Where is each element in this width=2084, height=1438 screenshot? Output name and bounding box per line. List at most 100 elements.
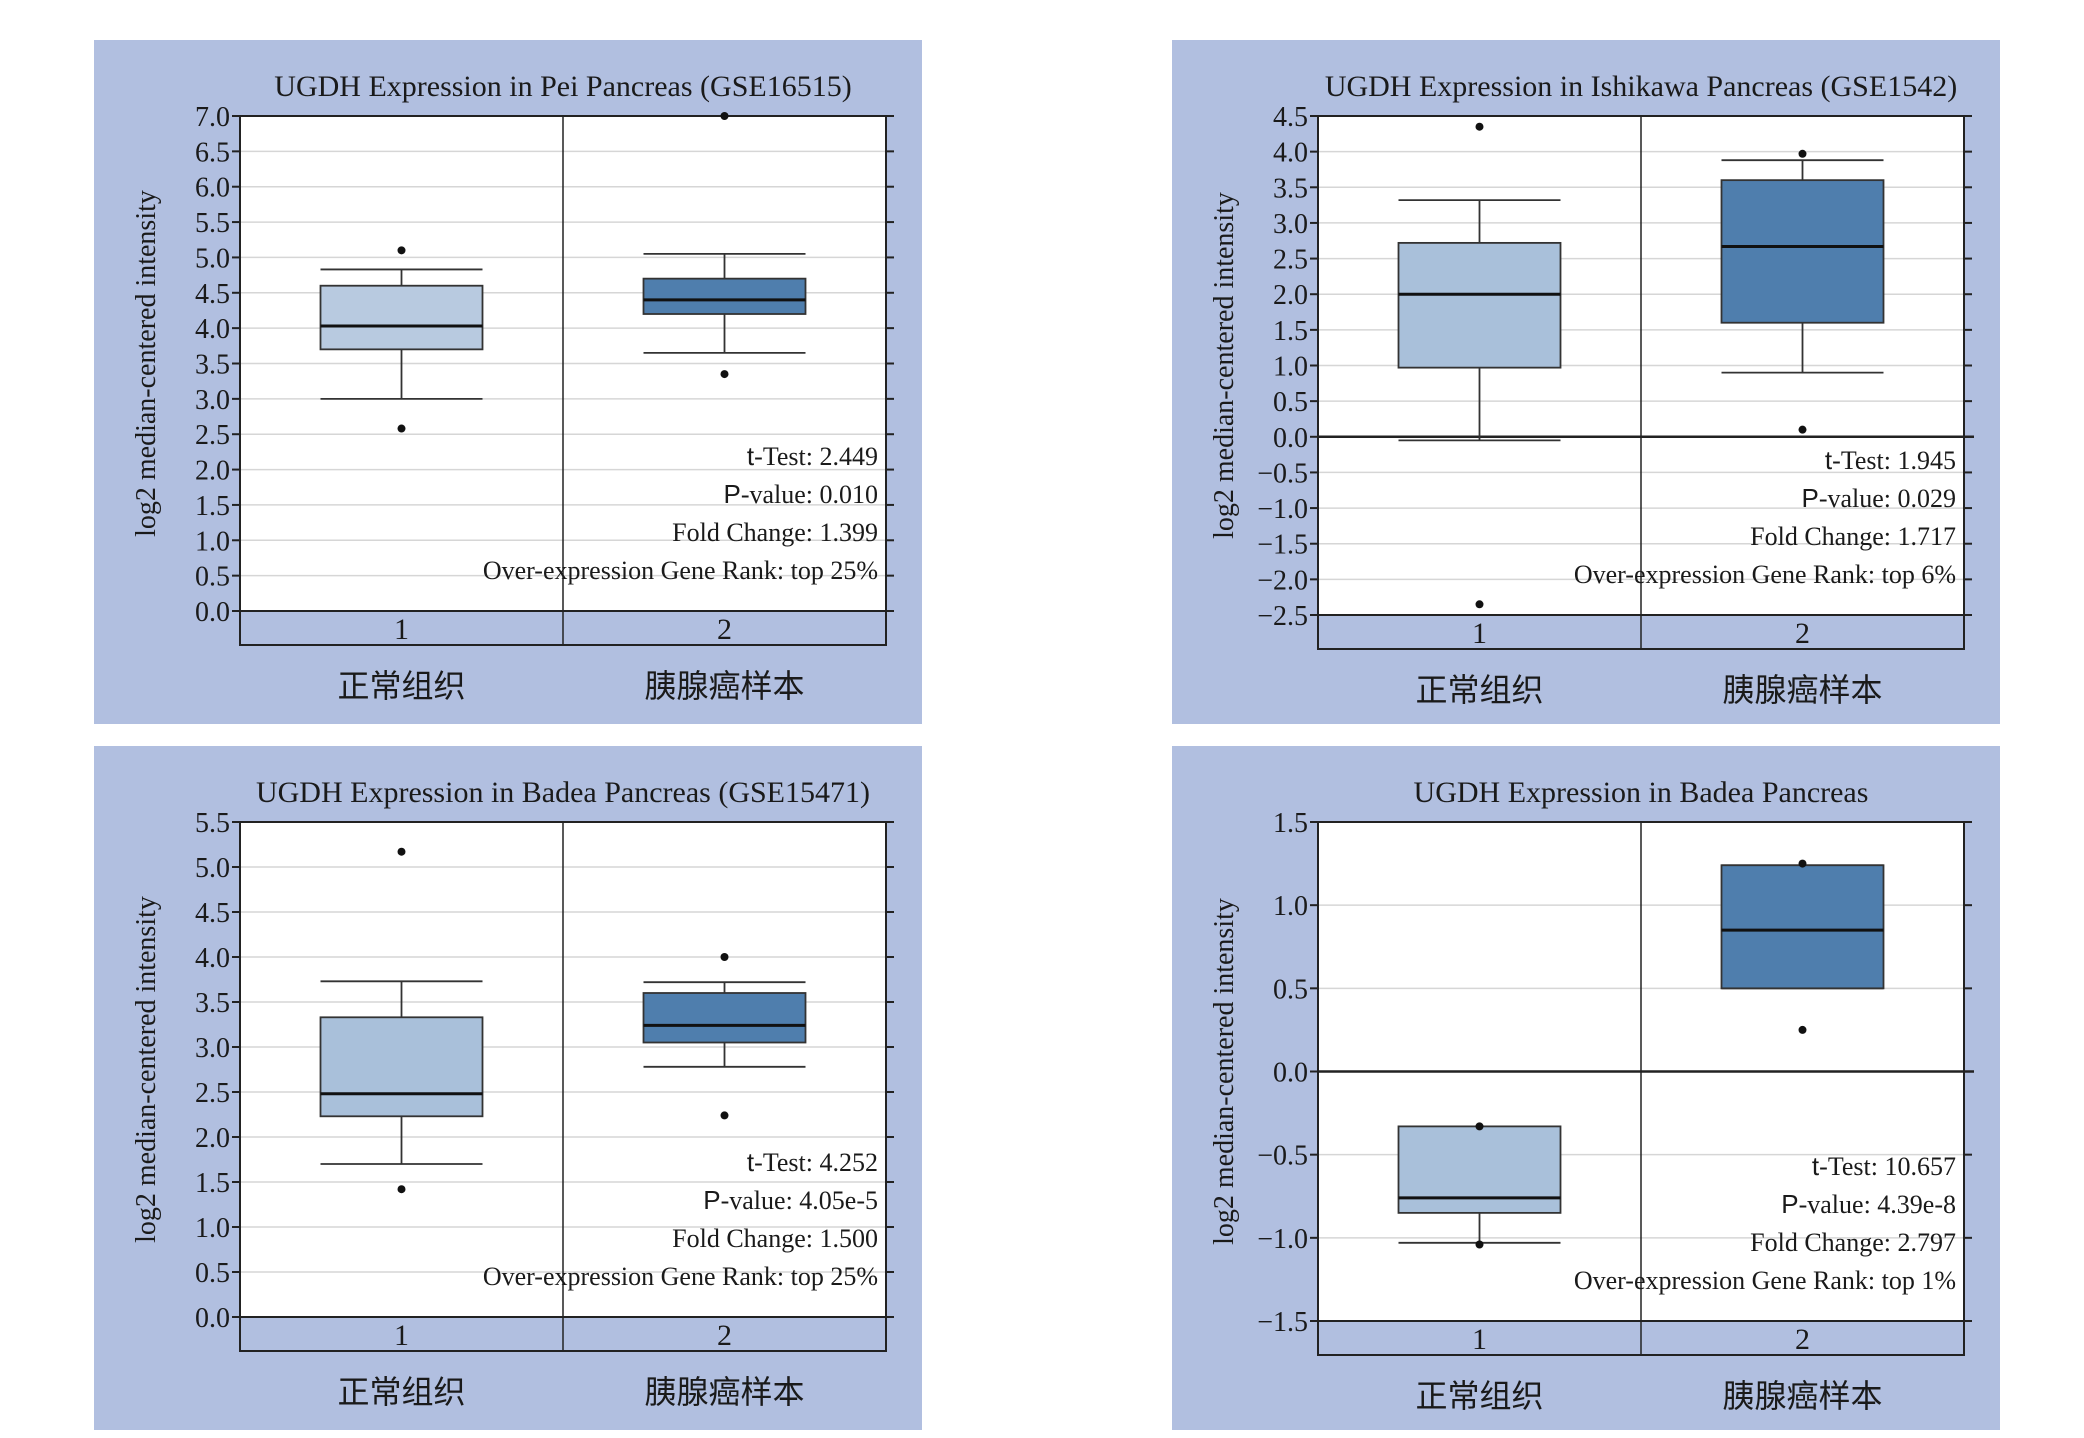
outlier-point xyxy=(720,953,729,961)
stat-line: P-value: 4.05e-5 xyxy=(703,1185,878,1215)
y-tick-label: 4.0 xyxy=(195,943,230,974)
box-group-1 xyxy=(319,246,484,433)
category-label: 正常组织 xyxy=(1415,671,1543,709)
stat-key: t xyxy=(747,441,755,471)
y-tick-label: 4.5 xyxy=(195,279,230,310)
y-tick-label: 0.5 xyxy=(1273,387,1308,418)
y-tick-label: 1.5 xyxy=(1273,316,1308,347)
outlier-point xyxy=(1475,122,1484,131)
stat-key: t xyxy=(747,1147,755,1177)
stat-value: -Test: 2.449 xyxy=(754,442,878,471)
stat-value: -value: 4.05e-5 xyxy=(721,1186,878,1215)
stat-value: Fold Change: 2.797 xyxy=(1750,1228,1956,1257)
y-tick-label: 1.0 xyxy=(1273,891,1308,922)
category-label: 胰腺癌样本 xyxy=(1722,671,1882,709)
y-tick-label: 0.5 xyxy=(1273,974,1308,1005)
y-tick-label: 1.0 xyxy=(1273,352,1308,383)
stat-line: t-Test: 4.252 xyxy=(747,1147,878,1177)
stat-line: Fold Change: 1.717 xyxy=(1750,522,1956,551)
y-tick-label: 2.0 xyxy=(195,1123,230,1154)
y-tick-label: 3.0 xyxy=(1273,209,1308,240)
box-group-1 xyxy=(1397,1122,1562,1249)
box-iqr xyxy=(642,992,807,1044)
stat-line: Over-expression Gene Rank: top 6% xyxy=(1574,560,1956,589)
outlier-point xyxy=(397,847,406,856)
chart-title: UGDH Expression in Pei Pancreas (GSE1651… xyxy=(274,70,851,103)
y-tick-label: −0.5 xyxy=(1257,458,1308,489)
stat-key: P xyxy=(723,479,740,509)
y-tick-label: 2.0 xyxy=(1273,280,1308,311)
y-axis-label: log2 median-centered intensity xyxy=(131,896,162,1243)
group-number: 2 xyxy=(1795,1323,1810,1356)
stat-value: Over-expression Gene Rank: top 25% xyxy=(483,556,878,585)
y-tick-label: 7.0 xyxy=(195,102,230,133)
y-tick-label: −1.5 xyxy=(1257,1307,1308,1338)
outlier-point xyxy=(1798,1025,1807,1034)
y-tick-label: 4.5 xyxy=(195,898,230,929)
y-tick-label: 2.5 xyxy=(195,420,230,451)
y-tick-label: 0.0 xyxy=(1273,423,1308,454)
y-tick-label: −2.5 xyxy=(1257,601,1308,632)
y-tick-label: 2.5 xyxy=(195,1078,230,1109)
y-tick-label: 5.5 xyxy=(195,808,230,839)
chart-title: UGDH Expression in Ishikawa Pancreas (GS… xyxy=(1325,70,1957,103)
y-tick-label: −0.5 xyxy=(1257,1141,1308,1172)
y-tick-label: 3.0 xyxy=(195,1033,230,1064)
stat-line: t-Test: 10.657 xyxy=(1812,1151,1956,1181)
y-tick-label: 0.0 xyxy=(195,597,230,628)
box-iqr xyxy=(319,1016,484,1118)
outlier-point xyxy=(397,1185,406,1194)
y-tick-label: 0.5 xyxy=(195,562,230,593)
y-tick-label: 2.5 xyxy=(1273,245,1308,276)
chart-title: UGDH Expression in Badea Pancreas (GSE15… xyxy=(256,776,870,809)
y-tick-label: 1.0 xyxy=(195,1213,230,1244)
y-tick-label: 3.5 xyxy=(195,350,230,381)
stat-line: Over-expression Gene Rank: top 25% xyxy=(483,556,878,585)
box-iqr xyxy=(642,277,807,315)
y-tick-label: 3.5 xyxy=(1273,173,1308,204)
y-axis-label: log2 median-centered intensity xyxy=(131,190,162,537)
y-tick-label: 4.5 xyxy=(1273,102,1308,133)
box-iqr xyxy=(1397,241,1562,369)
stat-value: -Test: 4.252 xyxy=(754,1148,878,1177)
stat-line: P-value: 0.010 xyxy=(723,479,878,509)
group-number: 2 xyxy=(1795,617,1810,650)
chart-panel-1: UGDH Expression in Pei Pancreas (GSE1651… xyxy=(94,40,922,724)
y-tick-label: −1.5 xyxy=(1257,530,1308,561)
chart-panel-2: UGDH Expression in Ishikawa Pancreas (GS… xyxy=(1172,40,2000,724)
outlier-point xyxy=(1798,149,1807,158)
category-label: 正常组织 xyxy=(1415,1377,1543,1415)
y-tick-label: 5.0 xyxy=(195,243,230,274)
y-tick-label: 5.0 xyxy=(195,853,230,884)
category-label: 胰腺癌样本 xyxy=(644,1373,804,1411)
stat-value: Fold Change: 1.399 xyxy=(672,518,878,547)
y-tick-label: 4.0 xyxy=(1273,138,1308,169)
stat-value: Over-expression Gene Rank: top 25% xyxy=(483,1262,878,1291)
y-tick-label: 2.0 xyxy=(195,456,230,487)
y-tick-label: 5.5 xyxy=(195,208,230,239)
chart-title: UGDH Expression in Badea Pancreas xyxy=(1414,776,1869,809)
stat-line: Over-expression Gene Rank: top 25% xyxy=(483,1262,878,1291)
outlier-point xyxy=(1475,1240,1484,1249)
y-tick-label: 6.0 xyxy=(195,173,230,204)
y-tick-label: 0.5 xyxy=(195,1258,230,1289)
stat-line: Over-expression Gene Rank: top 1% xyxy=(1574,1266,1956,1295)
y-tick-label: 1.5 xyxy=(1273,808,1308,839)
category-label: 胰腺癌样本 xyxy=(1722,1377,1882,1415)
y-tick-label: 3.5 xyxy=(195,988,230,1019)
outlier-point xyxy=(397,424,406,433)
y-tick-label: −2.0 xyxy=(1257,565,1308,596)
box-group-1 xyxy=(1397,122,1562,609)
y-tick-label: 4.0 xyxy=(195,314,230,345)
group-number: 1 xyxy=(1472,1323,1487,1356)
outlier-point xyxy=(1798,859,1807,868)
stat-line: P-value: 4.39e-8 xyxy=(1781,1189,1956,1219)
outlier-point xyxy=(397,246,406,255)
stat-line: t-Test: 1.945 xyxy=(1825,445,1956,475)
group-number: 2 xyxy=(717,1319,732,1352)
stat-line: Fold Change: 2.797 xyxy=(1750,1228,1956,1257)
outlier-point xyxy=(1798,425,1807,434)
y-tick-label: 0.0 xyxy=(1273,1058,1308,1089)
stat-value: Fold Change: 1.500 xyxy=(672,1224,878,1253)
category-label: 胰腺癌样本 xyxy=(644,667,804,705)
